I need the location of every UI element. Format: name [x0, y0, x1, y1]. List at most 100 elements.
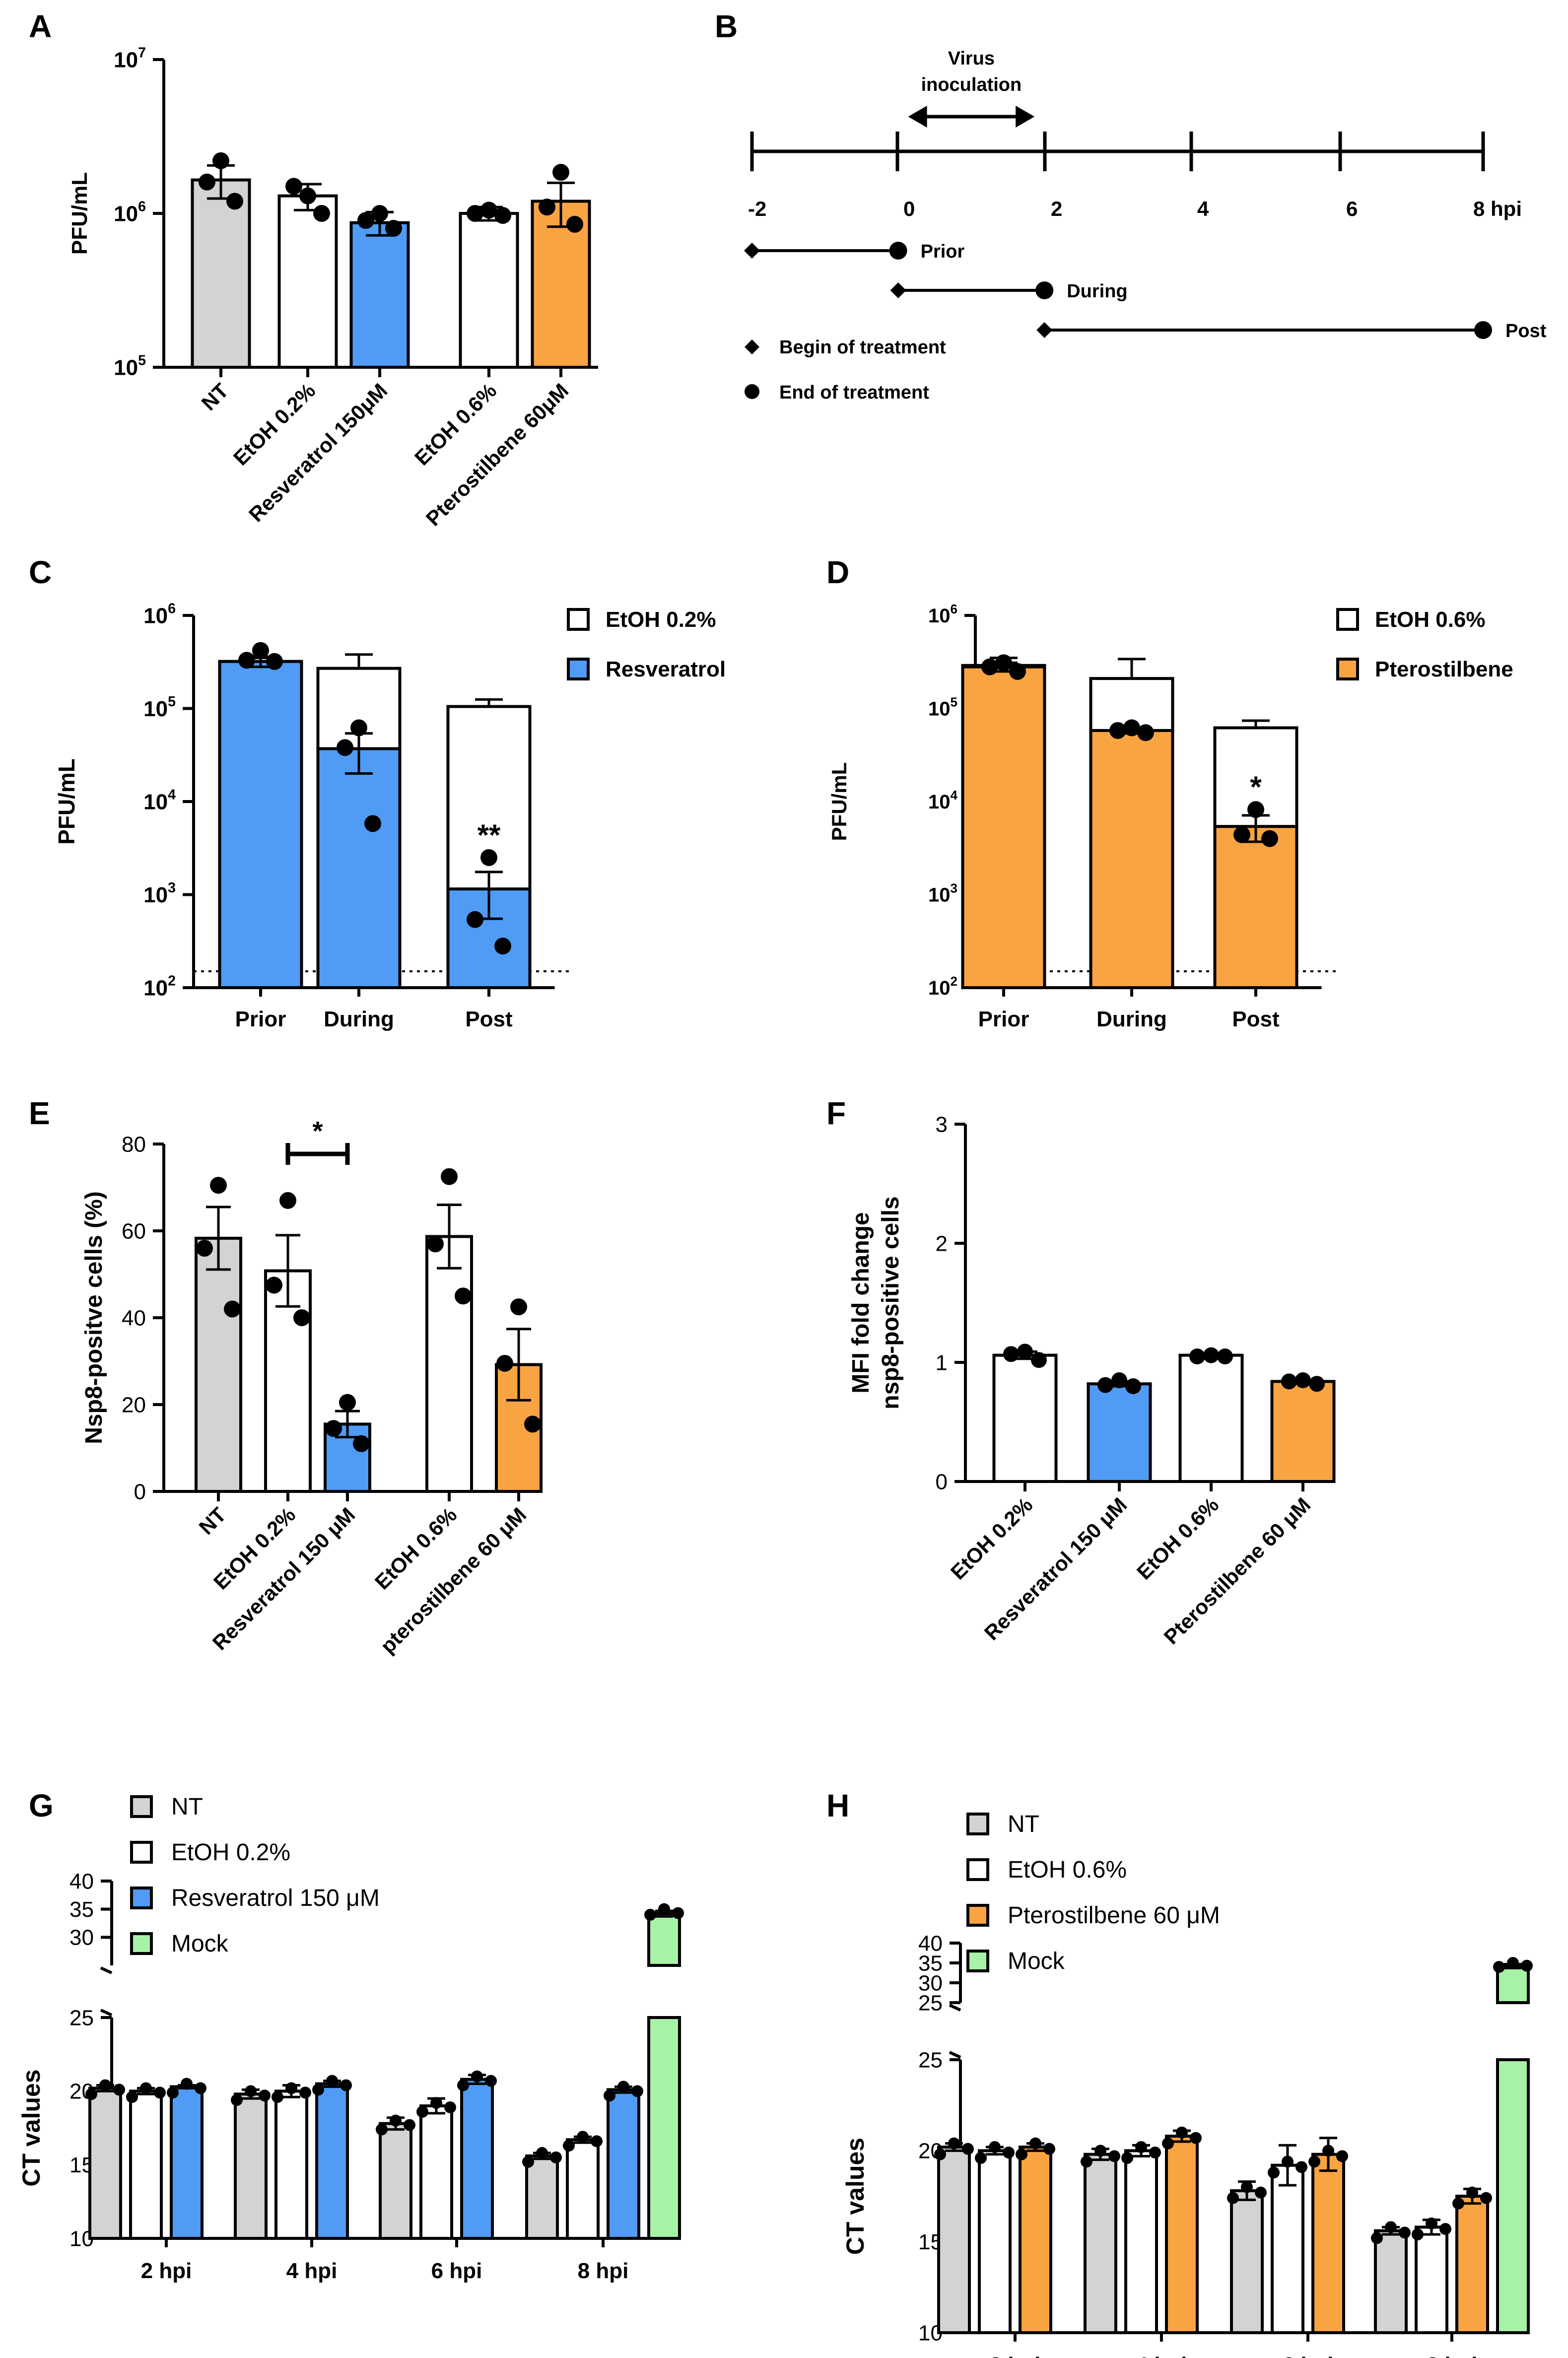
- bar: [978, 2149, 1012, 2335]
- y-tick-label: 40: [122, 1306, 146, 1330]
- data-point: [1309, 1376, 1325, 1392]
- data-point: [536, 2147, 548, 2159]
- y-tick-base: 10: [928, 791, 951, 813]
- y-tick-exp: 7: [138, 45, 146, 61]
- y-axis-title: PFU/mL: [68, 172, 92, 255]
- data-point: [1203, 1347, 1219, 1363]
- y-tick-base: 10: [143, 883, 168, 907]
- legend-label: Mock: [171, 1931, 229, 1957]
- data-point: [948, 2137, 960, 2150]
- data-point: [617, 2081, 629, 2093]
- y-tick-base: 10: [114, 355, 138, 380]
- y-tick-label: 35: [918, 1951, 943, 1975]
- y-tick-label: 3: [936, 1112, 948, 1137]
- legend-label: Pterostilbene 60 μM: [1008, 1902, 1220, 1929]
- data-point: [522, 2156, 534, 2168]
- bar: [992, 1353, 1058, 1483]
- bar: [1089, 729, 1174, 990]
- y-tick-label: 60: [122, 1219, 146, 1243]
- data-point: [1111, 1372, 1127, 1388]
- significance-marker: *: [1250, 770, 1262, 804]
- x-tick-label: NT: [197, 379, 233, 415]
- data-point: [325, 1420, 342, 1437]
- y-tick-label: 40: [918, 1931, 943, 1955]
- data-point: [591, 2135, 603, 2148]
- legend-swatch: [567, 608, 590, 631]
- y-tick-label: 25: [918, 2048, 943, 2072]
- y-tick-label: 30: [918, 1971, 943, 1995]
- x-tick-label: 2 hpi: [141, 2259, 192, 2283]
- y-tick-exp: 3: [951, 881, 957, 896]
- y-axis-title-line2: nsp8-positive cells: [878, 1196, 904, 1410]
- data-point: [312, 2084, 324, 2096]
- data-point: [99, 2079, 111, 2091]
- data-point: [995, 654, 1012, 672]
- x-tick-label: Post: [465, 1007, 513, 1031]
- y-tick-label: 35: [69, 1897, 94, 1922]
- legend-swatch: [130, 1795, 153, 1818]
- y-tick-label: 20: [122, 1393, 146, 1417]
- bar: [1311, 2153, 1345, 2334]
- data-point: [658, 1903, 670, 1915]
- inoculation-label-line2: inoculation: [921, 74, 1022, 95]
- data-point: [1009, 663, 1026, 680]
- bar: [195, 1236, 242, 1493]
- data-point: [430, 2097, 442, 2109]
- data-point: [1493, 1961, 1505, 1973]
- data-point: [550, 2151, 562, 2163]
- x-tick-label: 6 hpi: [1283, 2353, 1334, 2358]
- y-tick-label: 25: [918, 1991, 943, 2015]
- data-point: [339, 1394, 356, 1411]
- y-tick-exp: 6: [168, 601, 176, 617]
- data-point: [364, 815, 381, 832]
- y-tick-label: 103: [143, 880, 176, 907]
- data-point: [154, 2087, 166, 2099]
- legend-swatch: [1336, 608, 1359, 631]
- legend-label: EtOH 0.2%: [606, 607, 716, 632]
- data-point: [1121, 2152, 1133, 2164]
- data-point: [563, 2140, 575, 2152]
- data-point: [467, 205, 483, 222]
- x-tick-label: 4 hpi: [286, 2259, 338, 2283]
- data-point: [259, 2089, 271, 2102]
- data-point: [181, 2078, 193, 2090]
- y-tick-exp: 4: [951, 788, 958, 803]
- y-axis-title: PFU/mL: [827, 762, 851, 841]
- y-tick-base: 10: [143, 976, 168, 1000]
- data-point: [1217, 1348, 1233, 1364]
- x-tick-label: 6 hpi: [431, 2259, 482, 2283]
- data-point: [1507, 1957, 1519, 1969]
- timeline-tick-label: 4: [1197, 197, 1209, 220]
- data-point: [1016, 2148, 1027, 2160]
- data-point: [313, 205, 330, 222]
- axis-break-mark: [949, 2051, 961, 2059]
- panel-label-b: B: [715, 8, 738, 44]
- data-point: [272, 2091, 283, 2103]
- data-point: [326, 2075, 338, 2087]
- panel-label-a: A: [29, 8, 52, 44]
- bar: [1213, 825, 1298, 989]
- y-tick-base: 10: [114, 202, 138, 226]
- data-point: [293, 1309, 310, 1326]
- data-point: [1322, 2145, 1334, 2157]
- y-tick-label: 40: [69, 1869, 94, 1893]
- x-tick-label: EtOH 0.6%: [1132, 1493, 1223, 1584]
- data-point: [457, 2079, 469, 2091]
- data-point: [1247, 801, 1264, 818]
- x-tick-label: Resveratrol 150μM: [244, 379, 392, 526]
- legend-label: EtOH 0.2%: [171, 1839, 290, 1866]
- bar: [1124, 2149, 1158, 2335]
- y-tick-base: 10: [143, 697, 168, 721]
- x-tick-label: Pterostilbene 60μM: [421, 379, 573, 531]
- data-point: [1336, 2150, 1348, 2162]
- data-point: [524, 1415, 541, 1433]
- data-point: [350, 719, 367, 737]
- bar: [170, 2085, 204, 2240]
- data-point: [1452, 2197, 1464, 2210]
- bar: [425, 1235, 473, 1493]
- data-point: [1149, 2147, 1161, 2158]
- data-point: [1282, 2156, 1294, 2168]
